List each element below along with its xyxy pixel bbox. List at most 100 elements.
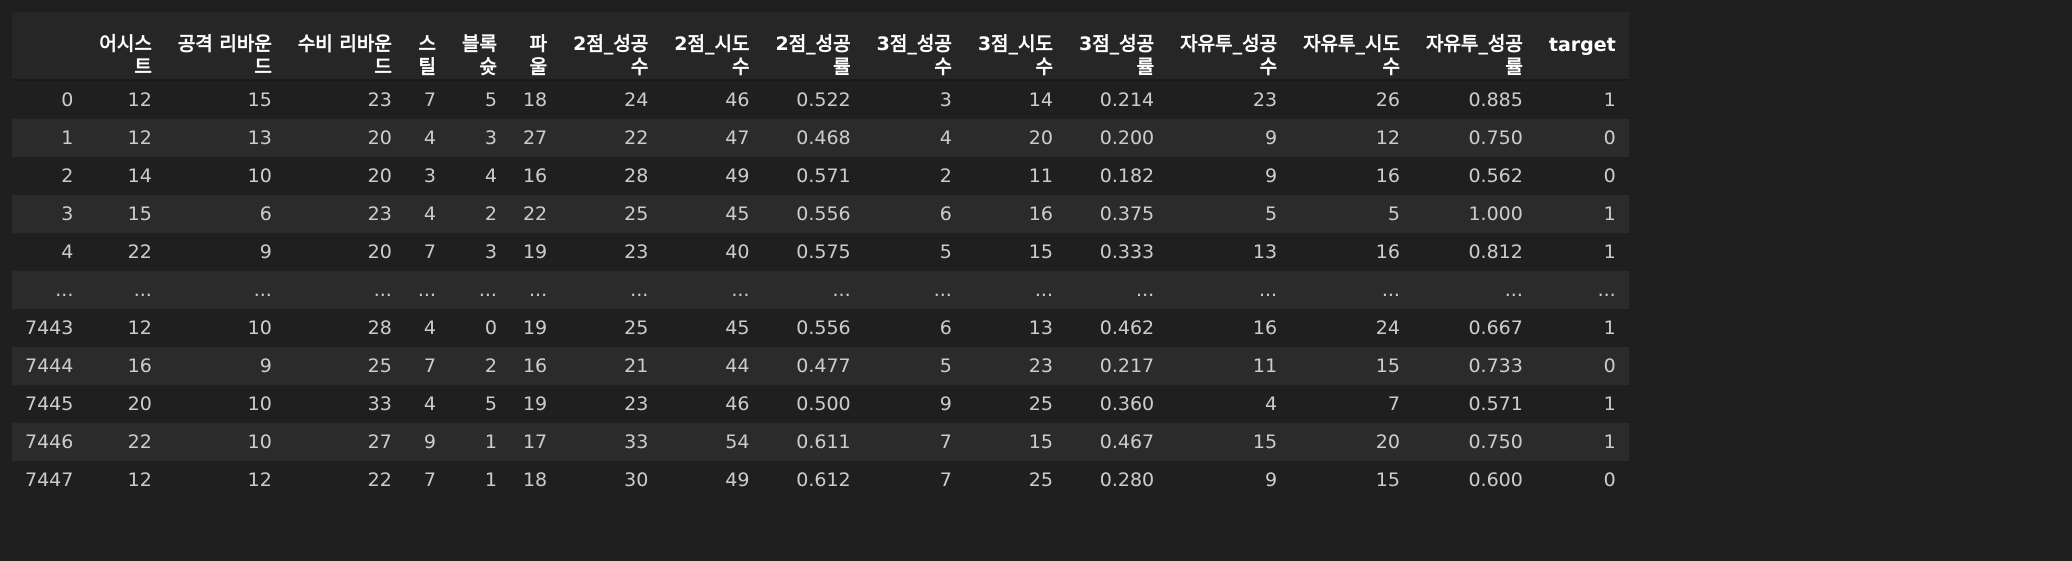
column-header-label: 어시스 bbox=[99, 33, 152, 55]
table-cell: 13 bbox=[164, 119, 285, 157]
column-header-label: 수비 리바운 bbox=[297, 33, 392, 55]
table-cell: 0.468 bbox=[762, 119, 864, 157]
table-cell: 22 bbox=[560, 119, 662, 157]
table-cell: 0.217 bbox=[1065, 347, 1168, 385]
table-cell: 33 bbox=[284, 385, 405, 423]
column-header-label: 트 bbox=[134, 56, 152, 78]
table-cell: 1 bbox=[448, 461, 510, 499]
table-cell: 23 bbox=[284, 195, 405, 233]
table-cell: 15 bbox=[1167, 423, 1291, 461]
table-cell: 15 bbox=[86, 195, 165, 233]
table-cell: 1 bbox=[1535, 423, 1629, 461]
table-cell: 3 bbox=[448, 233, 510, 271]
table-cell: 0.556 bbox=[762, 309, 864, 347]
column-header: 3점_시도 수 bbox=[964, 12, 1066, 81]
table-cell: 9 bbox=[164, 233, 285, 271]
table-cell: 23 bbox=[560, 233, 662, 271]
table-cell: 16 bbox=[509, 347, 561, 385]
table-cell: 1 bbox=[1535, 233, 1629, 271]
table-cell: 27 bbox=[284, 423, 405, 461]
table-cell: 20 bbox=[284, 157, 405, 195]
table-cell: ... bbox=[164, 271, 285, 309]
table-cell: 0 bbox=[448, 309, 510, 347]
row-index: 7443 bbox=[12, 309, 87, 347]
dataframe-output: 어시스 트 공격 리바운 드 수비 리바운 드 스 틸 블록 슛 파 울 2점_성공 수 2점_시도 수 2점_… bbox=[12, 12, 1629, 499]
table-cell: 16 bbox=[509, 157, 561, 195]
column-header-label: 수 bbox=[630, 56, 649, 78]
table-cell: 4 bbox=[404, 309, 449, 347]
table-row: 3 15 6 23 4 2 22 25 45 0.556 6 16 0.375 5 5 1.000 1 bbox=[12, 195, 1629, 233]
column-header: 2점_성공 률 bbox=[762, 12, 864, 81]
table-cell: 25 bbox=[560, 195, 662, 233]
column-header: target bbox=[1535, 12, 1629, 81]
row-index: 7447 bbox=[12, 461, 87, 499]
table-cell: 1 bbox=[1535, 195, 1629, 233]
table-cell: 0.571 bbox=[1412, 385, 1536, 423]
column-header-label: 슛 bbox=[479, 56, 497, 78]
table-cell: 22 bbox=[284, 461, 405, 499]
table-cell: 54 bbox=[661, 423, 763, 461]
table-cell: 16 bbox=[964, 195, 1066, 233]
table-cell: 0.467 bbox=[1065, 423, 1168, 461]
header-row: 어시스 트 공격 리바운 드 수비 리바운 드 스 틸 블록 슛 파 울 2점_성공 수 2점_시도 수 2점_… bbox=[12, 12, 1629, 81]
table-cell: 24 bbox=[1290, 309, 1413, 347]
column-header-label: 3점_성공 bbox=[876, 33, 952, 55]
row-index: 2 bbox=[12, 157, 87, 195]
table-cell: 15 bbox=[964, 423, 1066, 461]
table-cell: 20 bbox=[284, 119, 405, 157]
table-cell: 9 bbox=[1167, 119, 1291, 157]
table-cell: 0 bbox=[1535, 347, 1629, 385]
table-cell: 45 bbox=[661, 195, 763, 233]
table-cell: 4 bbox=[448, 157, 510, 195]
table-header: 어시스 트 공격 리바운 드 수비 리바운 드 스 틸 블록 슛 파 울 2점_성공 수 2점_시도 수 2점_… bbox=[12, 12, 1629, 81]
table-row: 2 14 10 20 3 4 16 28 49 0.571 2 11 0.182 9 16 0.562 0 bbox=[12, 157, 1629, 195]
table-cell: 14 bbox=[86, 157, 165, 195]
table-row: 7445 20 10 33 4 5 19 23 46 0.500 9 25 0.360 4 7 0.571 1 bbox=[12, 385, 1629, 423]
table-cell: 2 bbox=[448, 195, 510, 233]
table-cell: 9 bbox=[1167, 461, 1291, 499]
table-cell: 27 bbox=[509, 119, 561, 157]
table-cell: 12 bbox=[86, 80, 165, 119]
table-cell: ... bbox=[661, 271, 763, 309]
table-cell: 25 bbox=[964, 385, 1066, 423]
table-cell: 0.360 bbox=[1065, 385, 1168, 423]
table-cell: 13 bbox=[1167, 233, 1291, 271]
column-header: 수비 리바운 드 bbox=[284, 12, 405, 81]
table-body: 0 12 15 23 7 5 18 24 46 0.522 3 14 0.214 23 26 0.885 1 1 1… bbox=[12, 80, 1629, 499]
column-header-label: 률 bbox=[833, 56, 851, 78]
table-cell: 15 bbox=[164, 80, 285, 119]
table-cell: 0.200 bbox=[1065, 119, 1168, 157]
table-cell: 5 bbox=[863, 233, 965, 271]
table-cell: 4 bbox=[863, 119, 965, 157]
column-header: 2점_성공 수 bbox=[560, 12, 662, 81]
table-cell: 25 bbox=[284, 347, 405, 385]
table-cell: 12 bbox=[86, 309, 165, 347]
table-cell: 16 bbox=[1290, 233, 1413, 271]
table-cell: 13 bbox=[964, 309, 1066, 347]
column-header-label: 수 bbox=[1382, 56, 1400, 78]
row-index: 3 bbox=[12, 195, 87, 233]
table-cell: 1 bbox=[448, 423, 510, 461]
table-cell: 0.600 bbox=[1412, 461, 1536, 499]
column-header-label: 수 bbox=[1259, 56, 1278, 78]
column-header-label: 공격 리바운 bbox=[177, 33, 272, 55]
table-cell: 0.280 bbox=[1065, 461, 1168, 499]
table-cell: 16 bbox=[1167, 309, 1291, 347]
table-cell: 22 bbox=[86, 233, 165, 271]
table-cell: 4 bbox=[1167, 385, 1291, 423]
table-cell: 0.812 bbox=[1412, 233, 1536, 271]
table-cell: 0.375 bbox=[1065, 195, 1168, 233]
row-index: 7445 bbox=[12, 385, 87, 423]
table-cell: ... bbox=[560, 271, 662, 309]
table-cell: 33 bbox=[560, 423, 662, 461]
column-header-label: 수 bbox=[1035, 56, 1053, 78]
table-cell: 20 bbox=[964, 119, 1066, 157]
table-cell: 28 bbox=[284, 309, 405, 347]
table-cell: 12 bbox=[164, 461, 285, 499]
table-cell: 0.571 bbox=[762, 157, 864, 195]
table-cell: 44 bbox=[661, 347, 763, 385]
table-cell: 16 bbox=[86, 347, 165, 385]
table-cell: ... bbox=[964, 271, 1066, 309]
column-header-label: 드 bbox=[374, 56, 392, 78]
table-cell: 7 bbox=[863, 461, 965, 499]
